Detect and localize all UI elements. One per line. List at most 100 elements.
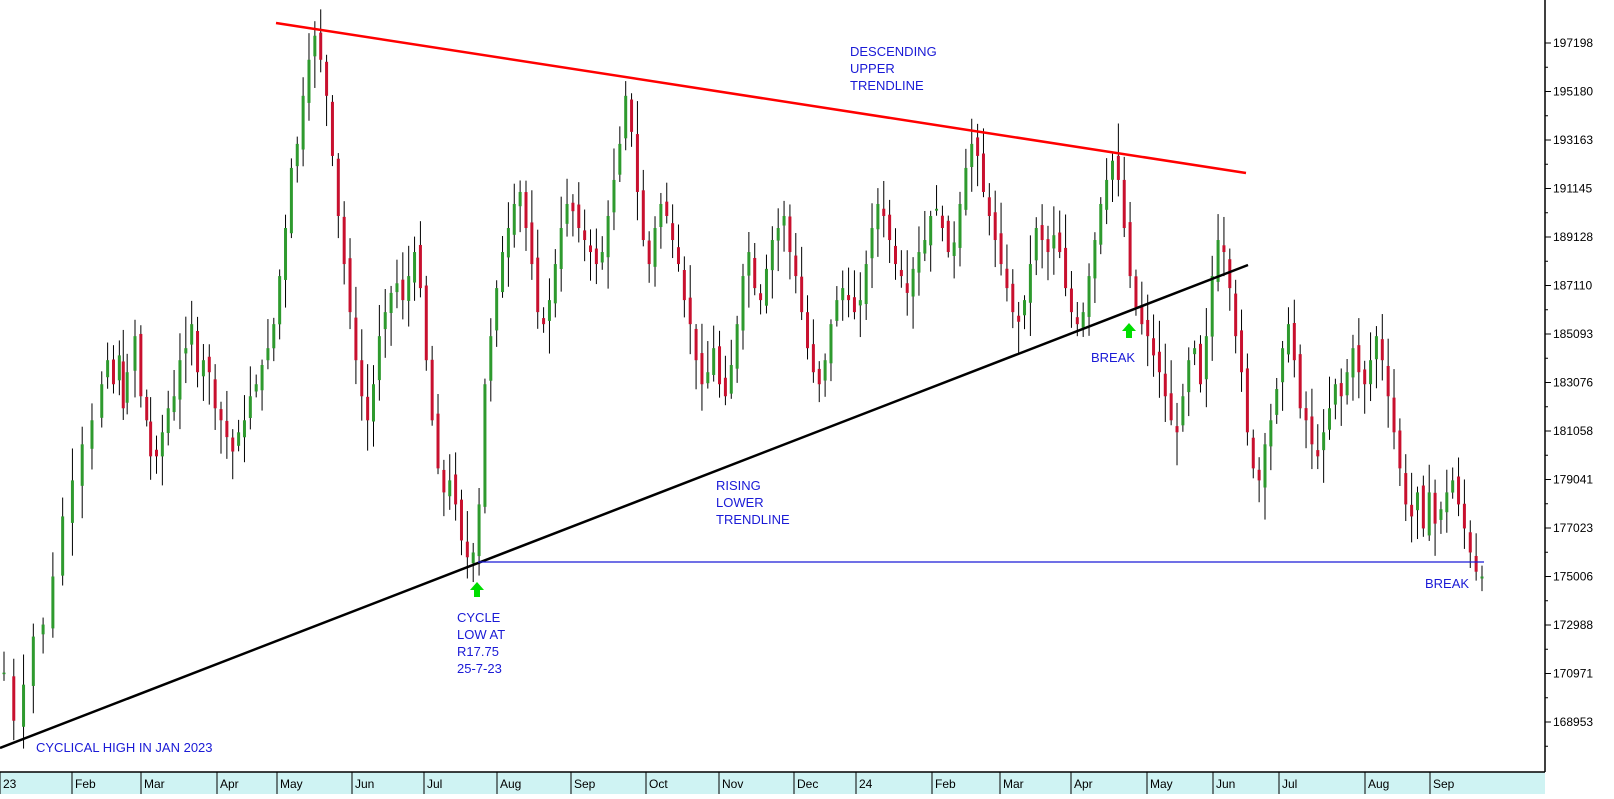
y-tick-label: 189128 [1553,230,1593,244]
bar-down [1257,469,1261,481]
bar-up [782,215,786,226]
bar-down [149,421,153,457]
bar-up [565,203,569,224]
bar-down [465,541,469,558]
bar-down [1468,532,1472,553]
bar-down [1339,383,1343,397]
annotation-line: LOWER [716,495,764,510]
break-arrow-1 [1122,323,1136,338]
bar-up [770,240,774,271]
bar-up [1187,360,1191,393]
bar-up [70,480,74,523]
bar-up [389,292,393,313]
bar-up [929,215,933,246]
bar-down [1175,426,1179,433]
bar-up [518,191,522,207]
bar-up [377,336,381,381]
bar-up [1427,492,1431,536]
x-tick-label: Nov [722,777,743,791]
bar-up [201,360,205,377]
bar-up [41,624,45,635]
bar-up [553,264,557,304]
bar-up [512,203,516,235]
bar-down [542,318,546,325]
bar-down [1011,283,1015,313]
bar-down [454,474,458,505]
annotation-line: UPPER [850,61,895,76]
bar-down [1392,397,1396,433]
bar-down [360,360,364,397]
annotation-line: RISING [716,478,761,493]
bar-down [196,331,200,373]
bar-up [22,684,26,727]
bar-down [530,222,534,265]
bar-up [1322,432,1326,451]
bar-up [1333,384,1337,405]
bar-down [348,258,352,313]
bar-up [741,276,745,331]
bar-down [1058,232,1062,253]
bar-up [272,324,276,349]
bar-down [718,346,722,385]
descending-upper-trendline-label: DESCENDING UPPER TRENDLINE [850,44,937,93]
bar-up [1286,324,1290,355]
bar-down [1064,247,1068,289]
bar-down [366,396,370,421]
x-tick-label: Apr [220,777,239,791]
bar-up [835,300,839,321]
bar-down [1040,225,1044,241]
annotations: DESCENDING UPPER TRENDLINE RISING LOWER TREND… [36,44,1469,755]
bar-down [993,212,997,241]
bar-up [1328,408,1332,430]
bar-up [133,336,137,371]
bar-up [51,576,55,629]
x-tick-label: 23 [3,777,17,791]
bar-up [160,432,164,457]
y-axis: 197198 195180 193163 191145 189128 187110 1850… [1544,0,1593,772]
bar-up [1028,264,1032,303]
bar-down [1134,276,1138,308]
bar-down [811,344,815,373]
bar-up [307,59,311,103]
bar-up [1269,420,1273,447]
bar-down [121,361,125,409]
bar-down [753,257,757,289]
bar-down [630,99,634,132]
bar-down [1457,476,1461,505]
y-tick-label: 179041 [1553,473,1593,487]
x-axis: 23 Feb Mar Apr May Jun Jul Aug Sep Oct Nov Dec 24 Feb… [0,771,1545,794]
bar-up [471,552,475,564]
bar-down [219,409,223,421]
bar-down [213,379,217,409]
y-tick-label: 177023 [1553,521,1593,535]
bar-up [284,228,288,280]
y-tick-label: 195180 [1553,85,1593,99]
bar-up [1111,160,1114,180]
bar-up [618,143,622,175]
bar-up [729,365,733,394]
bar-down [207,356,211,373]
bar-up [659,203,663,228]
bar-down [1410,504,1414,517]
bar-up [178,360,182,400]
bar-down [641,190,645,241]
bar-up [407,276,411,301]
annotation-line: 25-7-23 [457,661,502,676]
bar-up [764,268,768,306]
annotation-line: BREAK [1091,350,1135,365]
bar-down [882,208,886,216]
bar-up [606,215,610,258]
bar-down [1122,179,1126,229]
bar-down [905,283,909,293]
bar-up [1439,509,1443,520]
bar-down [225,420,229,438]
x-tick-label: Mar [144,777,165,791]
bar-down [401,279,405,301]
bar-up [483,384,487,507]
bar-up [1480,576,1484,579]
bar-down [1222,245,1226,253]
bar-down [589,245,593,253]
bar-down [800,276,804,313]
bar-up [559,228,563,269]
bar-down [1357,345,1361,373]
